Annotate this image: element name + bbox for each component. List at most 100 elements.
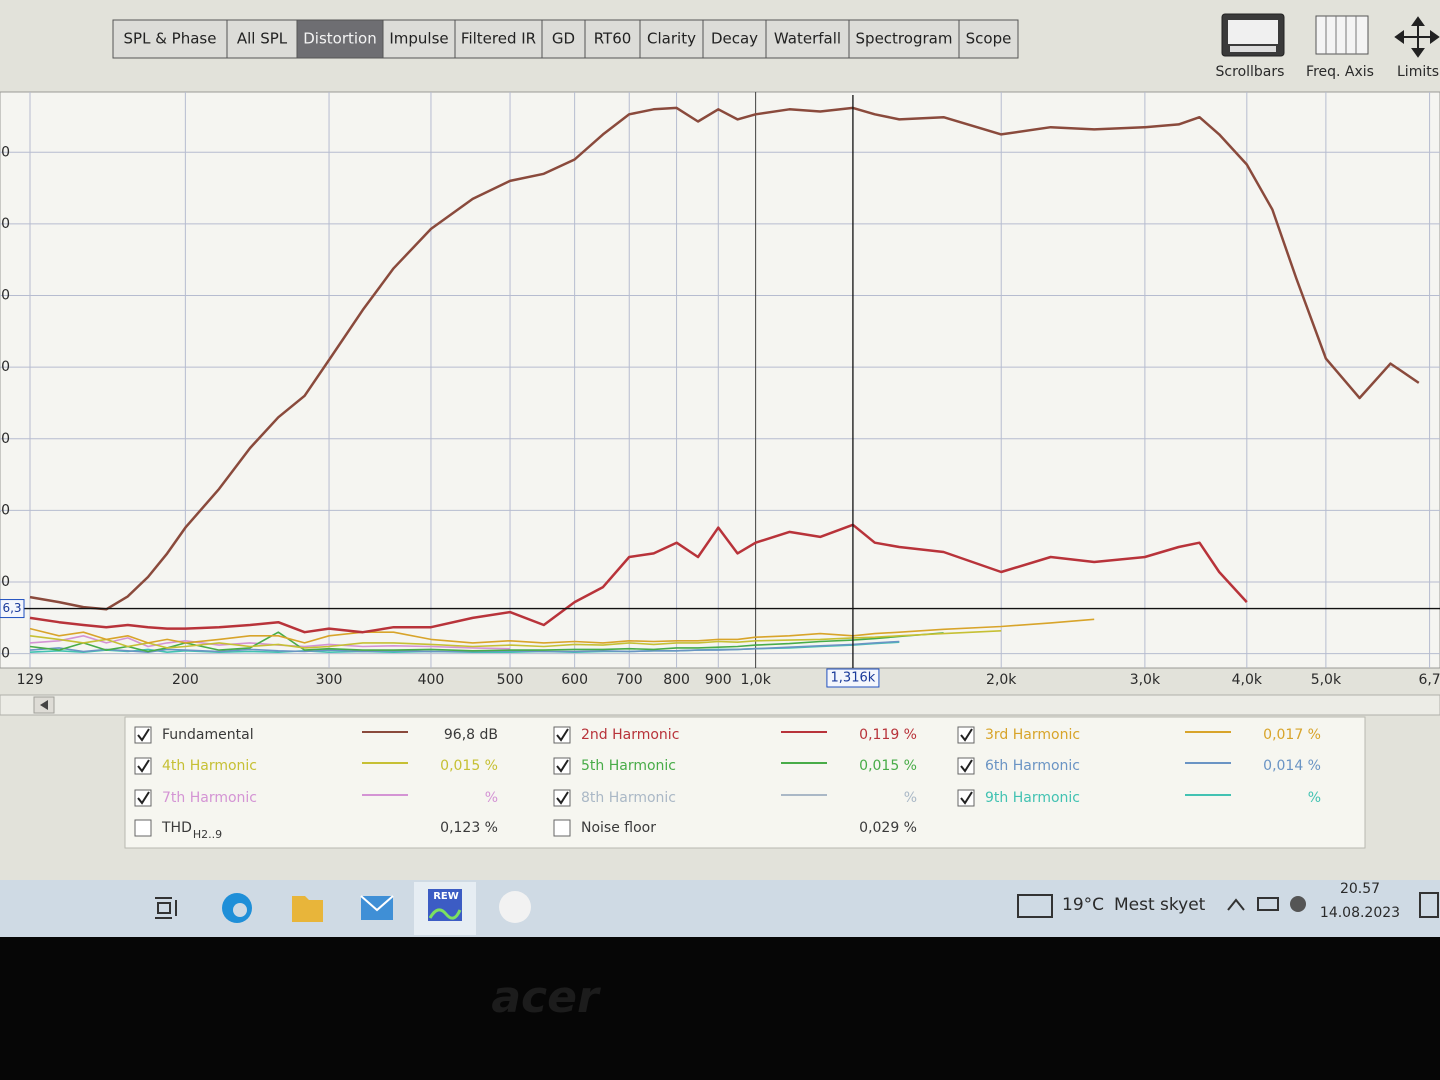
legend-name: Noise floor: [581, 820, 656, 836]
tab[interactable]: [765, 19, 850, 59]
tab-label: Waterfall: [774, 30, 841, 48]
explorer-icon[interactable]: [292, 896, 323, 922]
x-tick-label: 4,0k: [1232, 672, 1263, 688]
clock-date: 14.08.2023: [1320, 905, 1400, 921]
freq-axis-icon[interactable]: [1315, 15, 1369, 55]
legend-name: 5th Harmonic: [581, 758, 676, 774]
legend-name: 8th Harmonic: [581, 790, 676, 806]
battery-icon[interactable]: [1257, 897, 1279, 911]
cursor-x-label: 1,316k: [831, 671, 876, 686]
tab-label: GD: [552, 30, 575, 48]
legend-panel: [124, 716, 1366, 849]
cursor-y-label: 6,3: [2, 601, 21, 615]
toolbar-label: Scrollbars: [1216, 64, 1285, 80]
legend-readout: 0,017 %: [1263, 727, 1321, 743]
tab[interactable]: [639, 19, 704, 59]
tab-label: All SPL: [237, 30, 288, 48]
tab[interactable]: [848, 19, 960, 59]
legend-readout: 0,014 %: [1263, 758, 1321, 774]
legend-name: 3rd Harmonic: [985, 727, 1080, 743]
tab[interactable]: [226, 19, 298, 59]
legend-name: THD: [161, 820, 192, 836]
weather-icon[interactable]: [1017, 894, 1053, 918]
tab[interactable]: [382, 19, 456, 59]
x-tick-label: 700: [616, 672, 643, 688]
x-tick-label: 1,0k: [740, 672, 771, 688]
x-tick-label: 400: [418, 672, 445, 688]
arrow-icon: [40, 700, 48, 710]
legend-readout: %: [904, 790, 917, 806]
plot-area: [0, 91, 1440, 669]
icon-part: [428, 908, 462, 920]
tab[interactable]: [541, 19, 586, 59]
legend-name: 4th Harmonic: [162, 758, 257, 774]
checkmark: [556, 791, 569, 805]
bezel: [0, 937, 1440, 1080]
y-tick-label: 70: [0, 288, 10, 304]
notification-icon[interactable]: [1419, 892, 1439, 918]
tab[interactable]: [584, 19, 641, 59]
legend-name: 2nd Harmonic: [581, 727, 679, 743]
legend-readout: %: [1308, 790, 1321, 806]
tab[interactable]: [958, 19, 1019, 59]
legend-readout: 0,123 %: [440, 820, 498, 836]
toolbar-label: Freq. Axis: [1306, 64, 1374, 80]
taskbar: [0, 880, 1440, 937]
tab[interactable]: [454, 19, 543, 59]
x-tick-label: 5,0k: [1311, 672, 1342, 688]
tab-label: Decay: [711, 30, 758, 48]
legend-readout: 0,119 %: [859, 727, 917, 743]
checkmark: [137, 728, 150, 742]
checkmark: [960, 791, 973, 805]
clock-time: 20.57: [1340, 881, 1380, 897]
tab-label: Spectrogram: [856, 30, 953, 48]
x-tick-label: 300: [316, 672, 343, 688]
cursor-y-box: [0, 599, 25, 619]
network-icon[interactable]: [1290, 896, 1306, 912]
scrollbar[interactable]: [0, 694, 1440, 716]
cursor-x-box: [826, 668, 880, 688]
tab-label: RT60: [594, 30, 632, 48]
y-tick-label: 80: [0, 216, 10, 232]
x-tick-label: 129: [17, 672, 44, 688]
icon-part: [233, 903, 247, 917]
checkmark: [556, 728, 569, 742]
icon-part: [1228, 20, 1278, 44]
series-line: [29, 630, 1002, 649]
tab[interactable]: [702, 19, 767, 59]
icon-part: [360, 895, 394, 912]
tab-label: Distortion: [303, 30, 377, 48]
legend-name: 9th Harmonic: [985, 790, 1080, 806]
checkmark: [556, 759, 569, 773]
legend-readout: 0,015 %: [859, 758, 917, 774]
limits-icon[interactable]: [1394, 16, 1440, 58]
tab-label: Impulse: [389, 30, 448, 48]
bezel-logo: acer: [491, 972, 601, 1023]
tab-label: SPL & Phase: [124, 30, 217, 48]
series-line: [29, 523, 1248, 634]
y-tick-label: 60: [0, 359, 10, 375]
x-tick-label: 2,0k: [986, 672, 1017, 688]
tab-label: Filtered IR: [461, 30, 536, 48]
legend-subscript: H2..9: [193, 828, 222, 841]
series-line: [29, 106, 1420, 611]
task-view-icon[interactable]: [155, 897, 177, 919]
legend-readout: 0,029 %: [859, 820, 917, 836]
y-tick-label: 90: [0, 144, 10, 160]
checkmark: [960, 759, 973, 773]
x-tick-label: 800: [663, 672, 690, 688]
legend-readout: 96,8 dB: [444, 727, 498, 743]
weather: Mest skyet: [1114, 895, 1206, 915]
legend-name: Fundamental: [162, 727, 254, 743]
app-icon[interactable]: [499, 891, 531, 923]
tab[interactable]: [296, 19, 384, 59]
legend-checkbox[interactable]: [553, 819, 571, 837]
tray-chevron[interactable]: [1227, 898, 1245, 911]
y-tick-label: 50: [0, 431, 10, 447]
legend-checkbox[interactable]: [134, 819, 152, 837]
y-tick-label: 40: [0, 502, 10, 518]
tab[interactable]: [112, 19, 228, 59]
y-tick-label: 20: [0, 646, 10, 662]
